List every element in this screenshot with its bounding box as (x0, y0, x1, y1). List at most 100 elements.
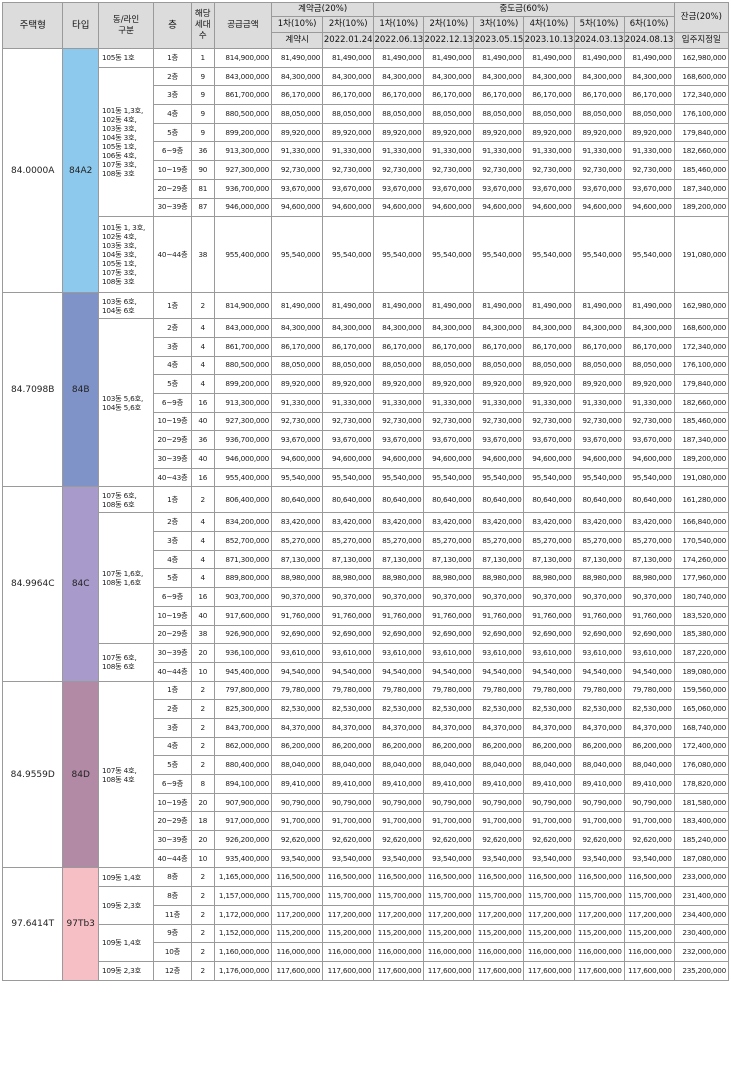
units-cell: 2 (190, 867, 215, 888)
installment-cell: 88,050,000 (322, 104, 375, 124)
table-row: 10~19층 40 917,600,000 91,760,000 91,760,000 9… (3, 605, 730, 626)
installment-cell: 89,920,000 (423, 122, 475, 143)
installment-cell: 116,500,000 (373, 867, 425, 888)
balance-cell: 181,580,000 (673, 792, 730, 813)
installment-cell: 116,000,000 (271, 942, 324, 962)
installment-cell: 86,200,000 (271, 736, 324, 757)
installment-cell: 86,170,000 (423, 85, 475, 106)
floor-cell: 4층 (153, 736, 192, 757)
balance-cell: 168,740,000 (673, 717, 730, 738)
installment-cell: 92,690,000 (373, 624, 425, 645)
balance-cell: 179,840,000 (673, 122, 730, 143)
floor-cell: 2층 (153, 512, 192, 533)
installment-cell: 91,330,000 (373, 141, 425, 162)
installment-cell: 86,170,000 (573, 85, 625, 106)
installment-cell: 84,370,000 (523, 717, 575, 738)
installment-cell: 88,040,000 (373, 755, 425, 775)
supply-price-cell: 1,165,000,000 (213, 867, 273, 888)
table-row: 109동 1,4호 9층 2 1,152,000,000 115,200,000 115,… (3, 923, 730, 962)
floor-cell: 5층 (153, 755, 192, 775)
balance-cell: 191,080,000 (673, 216, 730, 294)
installment-cell: 88,040,000 (423, 755, 475, 775)
installment-cell: 83,420,000 (473, 512, 525, 533)
installment-cell: 88,980,000 (423, 568, 475, 589)
installment-cell: 91,330,000 (322, 141, 375, 162)
installment-cell: 92,730,000 (523, 411, 575, 432)
table-row: 5층 4 899,200,000 89,920,000 89,920,000 89,920… (3, 374, 730, 394)
balance-cell: 165,060,000 (673, 699, 730, 719)
installment-cell: 90,790,000 (573, 792, 625, 813)
installment-cell: 90,370,000 (623, 587, 675, 607)
installment-cell: 115,700,000 (271, 886, 324, 906)
floor-cell: 3층 (153, 336, 192, 357)
floor-cell: 4층 (153, 549, 192, 570)
installment-cell: 84,370,000 (623, 717, 675, 738)
units-cell: 16 (190, 587, 215, 607)
installment-cell: 91,700,000 (473, 811, 525, 832)
installment-cell: 94,540,000 (423, 661, 475, 682)
installment-cell: 84,300,000 (573, 318, 625, 338)
installment-cell: 115,700,000 (523, 886, 575, 906)
installment-cell: 86,170,000 (271, 85, 324, 106)
units-cell: 90 (190, 160, 215, 180)
housing-type-cell: 84.9559D (1, 680, 64, 869)
units-cell: 4 (190, 549, 215, 570)
balance-cell: 234,400,000 (673, 904, 730, 925)
installment-cell: 93,670,000 (423, 178, 475, 199)
installment-cell: 92,730,000 (623, 411, 675, 432)
installment-cell: 88,050,000 (322, 355, 375, 376)
installment-cell: 117,600,000 (322, 960, 375, 981)
table-row: 3층 9 861,700,000 86,170,000 86,170,000 86,170… (3, 85, 730, 106)
floor-cell: 1층 (153, 680, 192, 701)
installment-cell: 89,920,000 (623, 122, 675, 143)
installment-cell: 81,490,000 (373, 292, 425, 320)
installment-cell: 80,640,000 (523, 486, 575, 514)
floor-cell: 9층 (153, 923, 192, 944)
header-balance: 잔금(20%) (673, 2, 730, 33)
balance-cell: 172,400,000 (673, 736, 730, 757)
table-row: 20~29층 36 936,700,000 93,670,000 93,670,000 9… (3, 430, 730, 450)
table-row: 107동 1,6호, 108동 1,6호 2층 4 834,200,000 83,420… (3, 512, 730, 645)
floor-cell: 6~9층 (153, 774, 192, 794)
supply-price-cell: 899,200,000 (213, 122, 273, 143)
installment-cell: 79,780,000 (322, 680, 375, 701)
supply-price-cell: 955,400,000 (213, 216, 273, 294)
installment-cell: 91,760,000 (473, 605, 525, 626)
installment-cell: 88,980,000 (523, 568, 575, 589)
installment-cell: 94,540,000 (373, 661, 425, 682)
installment-cell: 83,420,000 (573, 512, 625, 533)
supply-price-cell: 946,000,000 (213, 449, 273, 469)
units-cell: 2 (190, 680, 215, 701)
installment-cell: 94,600,000 (322, 449, 375, 469)
floor-cell: 12층 (153, 960, 192, 981)
installment-cell: 79,780,000 (473, 680, 525, 701)
balance-cell: 185,460,000 (673, 411, 730, 432)
installment-cell: 91,330,000 (623, 392, 675, 413)
floor-cell: 20~29층 (153, 178, 192, 199)
floor-cell: 20~29층 (153, 430, 192, 450)
installment-cell: 90,370,000 (373, 587, 425, 607)
installment-cell: 84,300,000 (573, 66, 625, 87)
installment-cell: 92,730,000 (573, 160, 625, 180)
table-row: 20~29층 18 917,000,000 91,700,000 91,700,000 9… (3, 811, 730, 832)
floor-cell: 11층 (153, 904, 192, 925)
installment-cell: 88,050,000 (423, 355, 475, 376)
installment-cell: 81,490,000 (523, 48, 575, 68)
units-cell: 20 (190, 792, 215, 813)
table-row: 10층 2 1,160,000,000 116,000,000 116,000,000 1… (3, 942, 730, 962)
floor-cell: 10~19층 (153, 792, 192, 813)
table-row: 4층 2 862,000,000 86,200,000 86,200,000 86,200… (3, 736, 730, 757)
header-due-date: 2022.12.13 (423, 32, 475, 49)
installment-cell: 94,600,000 (623, 197, 675, 218)
installment-cell: 86,170,000 (523, 336, 575, 357)
installment-cell: 81,490,000 (271, 48, 324, 68)
installment-cell: 82,530,000 (322, 699, 375, 719)
supply-price-cell: 907,900,000 (213, 792, 273, 813)
table-row: 84.9964C 84C 107동 6호, 108동 6호 1층 2 806,400,00… (1, 486, 730, 682)
installment-cell: 95,540,000 (523, 467, 575, 488)
installment-cell: 89,410,000 (473, 774, 525, 794)
installment-cell: 94,600,000 (573, 449, 625, 469)
dong-cell: 109동 2,3호 (97, 960, 155, 981)
installment-cell: 115,700,000 (423, 886, 475, 906)
installment-cell: 93,540,000 (373, 848, 425, 869)
